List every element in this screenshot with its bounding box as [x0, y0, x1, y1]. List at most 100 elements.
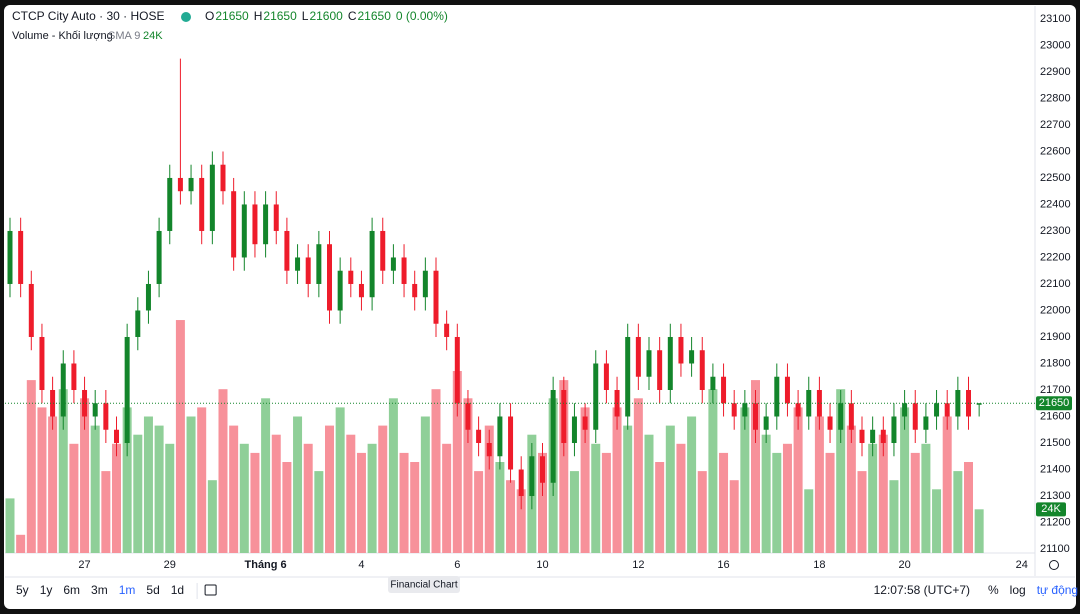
candle-body [209, 164, 215, 231]
candle-body [571, 416, 577, 444]
volume-bar [474, 471, 484, 553]
y-tick-label: 22600 [1040, 145, 1071, 157]
volume-bar [889, 480, 899, 553]
candle-body [635, 336, 641, 377]
candle-body [540, 456, 545, 483]
candle-body [848, 403, 854, 430]
candle-body [348, 270, 354, 284]
volume-bar [580, 407, 590, 553]
candle-body [39, 336, 45, 390]
volume-bar [495, 462, 505, 553]
range-button[interactable]: 6m [63, 583, 80, 597]
range-button[interactable]: 1y [40, 583, 53, 597]
scale-option[interactable]: tự động [1037, 583, 1078, 597]
tooltip: Financial Chart [390, 580, 457, 591]
y-tick-label: 21300 [1040, 490, 1071, 502]
volume-bar [367, 443, 377, 553]
candle-body [444, 323, 450, 337]
volume-bar [964, 462, 973, 553]
volume-bar [133, 434, 143, 553]
candle-body [646, 350, 652, 377]
candle-body [50, 389, 56, 417]
candle-body [582, 416, 588, 430]
candle-body [252, 204, 258, 245]
candle-body [689, 350, 695, 364]
volume-bar [420, 416, 430, 553]
candle-body [880, 429, 886, 444]
candle-body [316, 244, 322, 284]
ohlc-value: 21600 [309, 9, 343, 23]
volume-bar [857, 471, 867, 553]
calendar-icon[interactable] [204, 584, 217, 596]
volume-bar [910, 452, 920, 553]
y-tick-label: 22500 [1040, 172, 1071, 184]
volume-bar [921, 443, 931, 553]
range-button[interactable]: 1d [171, 583, 184, 597]
volume-bar [271, 434, 281, 553]
candle-body [934, 403, 940, 417]
volume-bar [218, 389, 228, 553]
volume-bar [186, 416, 196, 553]
range-button[interactable]: 5d [146, 583, 159, 597]
candle-body [806, 389, 812, 417]
candle-body [390, 257, 396, 271]
y-tick-label: 23100 [1040, 13, 1071, 25]
candle-body [827, 416, 833, 430]
ohlc-letter: C [348, 9, 357, 23]
candle-body [508, 416, 514, 470]
volume-bar [942, 416, 952, 553]
candle-body [784, 376, 790, 404]
volume-bar [207, 480, 217, 553]
volume-bar [399, 452, 409, 553]
volume-bar [314, 471, 324, 553]
y-tick-label: 22000 [1040, 304, 1071, 316]
volume-bar [293, 416, 303, 553]
y-tick-label: 21900 [1040, 331, 1071, 343]
volume-indicator: SMA 9 [108, 30, 140, 42]
toolbar: 5y 1y 6m 3m 1m 5d 1d 12:07:58 (UTC+7)% log tự độn… [16, 583, 1078, 599]
candle-body [337, 270, 343, 311]
candle-body [433, 270, 439, 324]
volume-bar [623, 425, 633, 553]
candle-body [923, 416, 929, 430]
ohlc-value: 21650 [263, 9, 297, 23]
candle-body [231, 191, 237, 258]
candle-body [114, 429, 119, 444]
scale-option[interactable]: % [988, 583, 999, 597]
candle-body [667, 336, 673, 390]
range-button[interactable]: 3m [91, 583, 108, 597]
x-tick-label: 16 [717, 559, 729, 571]
volume-bar [229, 425, 239, 553]
settings-icon[interactable] [1049, 560, 1059, 570]
volume-bar [143, 416, 153, 553]
volume-bar [708, 389, 718, 553]
candle-body [476, 429, 482, 444]
volume-bar [378, 425, 388, 553]
candle-body [145, 283, 151, 311]
candle-body [731, 403, 737, 417]
x-tick-label: 24 [1016, 559, 1028, 571]
candle-body [369, 230, 375, 298]
candle-body [816, 389, 822, 417]
volume-bar [719, 452, 729, 553]
range-button[interactable]: 1m [119, 583, 136, 597]
x-tick-label: 4 [358, 559, 364, 571]
candle-body [60, 363, 66, 417]
volume-bar [69, 443, 79, 553]
candle-body [295, 257, 301, 271]
volume-bar [740, 407, 750, 553]
candle-body [976, 403, 982, 405]
volume-bar [239, 443, 249, 553]
candle-body [742, 403, 748, 417]
volume-bar [814, 416, 824, 553]
candle-body [838, 403, 844, 430]
volume-bar [37, 407, 47, 553]
volume-bar [431, 389, 441, 553]
candle-body [699, 350, 705, 390]
range-button[interactable]: 5y [16, 583, 29, 597]
x-tick-label: 27 [78, 559, 90, 571]
volume-bar [591, 443, 601, 553]
volume-bar [165, 443, 175, 553]
scale-option[interactable]: log [1010, 583, 1026, 597]
volume-bar [101, 471, 111, 553]
